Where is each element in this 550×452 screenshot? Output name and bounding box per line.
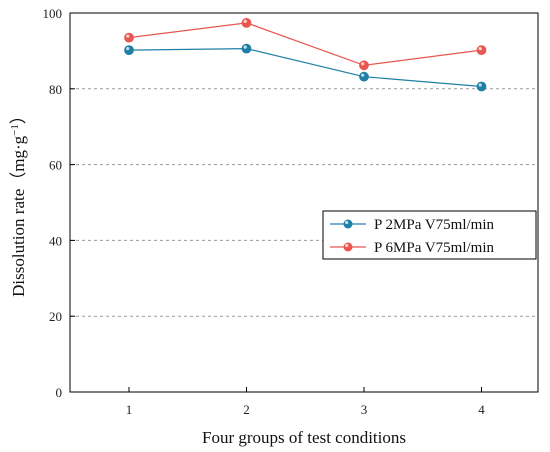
legend-box [322,210,537,260]
legend: P 2MPa V75ml/min P 6MPa V75ml/min [322,210,537,260]
legend-label-2: P 6MPa V75ml/min [374,240,495,256]
y-axis-title-close: ） [9,107,28,124]
legend-marker-highlight [345,243,349,248]
series-1-point-highlight [126,47,130,51]
y-axis-title-main: Dissolution rate（mg·g [9,135,28,297]
y-axis-title: Dissolution rate（mg·g−1） [9,107,28,297]
legend-label-1: P 2MPa V75ml/min [374,217,495,233]
x-tick-label: 1 [126,402,133,417]
series-2-point-highlight [478,47,482,51]
x-axis: 1 2 3 4 [126,387,485,417]
series [124,17,487,92]
y-axis-title-exponent: −1 [9,124,21,136]
series-1-point-highlight [361,73,365,77]
y-tick-label: 100 [43,6,63,21]
y-axis: 0 20 40 60 80 100 [43,6,75,400]
x-tick-label: 4 [478,402,485,417]
series-1-point [359,71,369,82]
y-tick-label: 40 [49,233,62,248]
legend-marker-1 [343,219,353,229]
series-1-point [241,43,252,54]
series-2-point [124,32,134,43]
y-tick-label: 0 [56,385,63,400]
plot-frame [69,12,539,393]
x-axis-title: Four groups of test conditions [202,428,406,447]
legend-marker-2 [343,242,353,252]
series-1-point [124,45,134,56]
y-tick-label: 80 [49,82,62,97]
series-1-point-highlight [478,83,482,87]
grid-lines [70,88,538,317]
x-tick-label: 2 [243,402,250,417]
series-2-point [241,17,252,28]
series-2-point [359,60,369,71]
x-tick-label: 3 [361,402,368,417]
series-2-point-highlight [243,19,247,23]
legend-marker-highlight [345,220,349,225]
series-1-point [476,81,487,92]
series-2-point [476,45,487,56]
series-line-1 [128,48,482,88]
y-tick-label: 20 [49,309,62,324]
series-1-point-highlight [243,45,247,49]
series-2-point-highlight [361,62,365,66]
series-2-point-highlight [126,34,130,38]
series-line-2 [128,22,482,66]
y-tick-label: 60 [49,158,62,173]
